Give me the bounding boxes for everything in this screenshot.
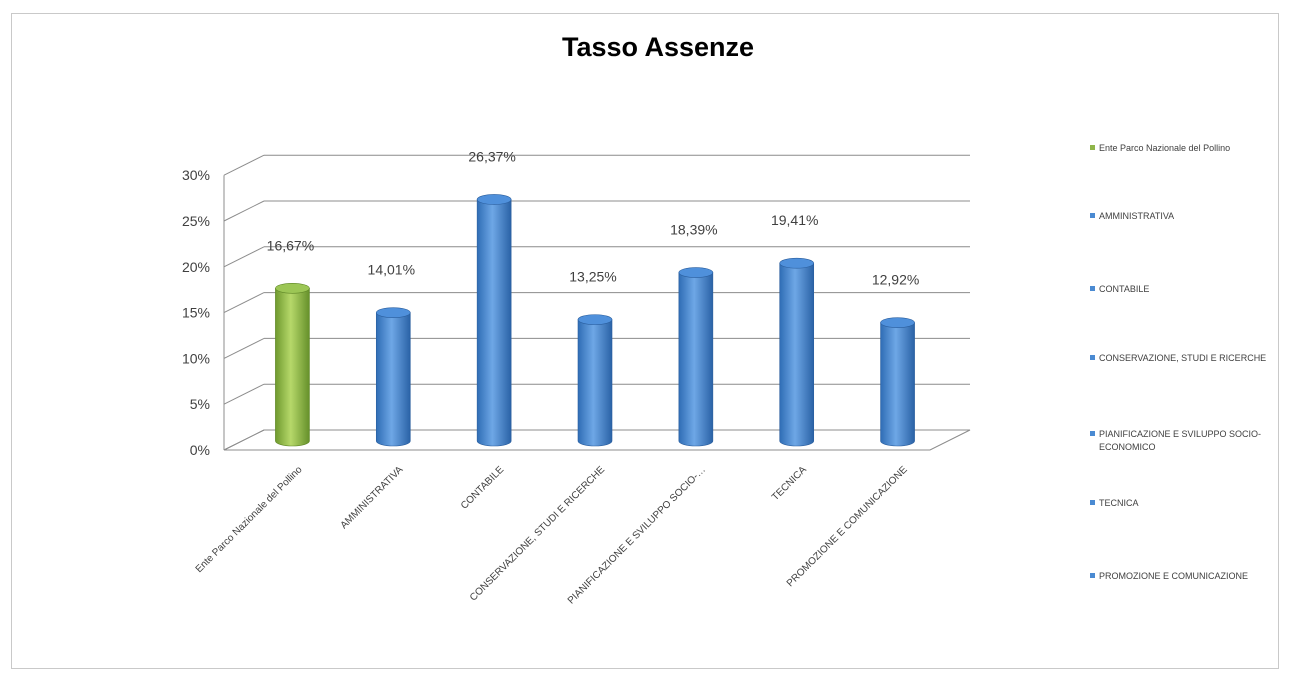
data-label: 14,01%: [368, 262, 415, 278]
legend-swatch: [1090, 431, 1095, 436]
gridline-depth: [223, 246, 265, 268]
gridline-depth: [223, 337, 265, 359]
bar: [275, 283, 310, 447]
legend-swatch: [1090, 286, 1095, 291]
y-tick-label: 30%: [182, 167, 210, 183]
data-label: 19,41%: [771, 212, 818, 228]
chart-frame: [11, 13, 1279, 669]
bar-top: [476, 194, 512, 205]
legend-label: CONSERVAZIONE, STUDI E RICERCHE: [1099, 353, 1267, 363]
bar-body: [678, 272, 714, 447]
y-tick-label: 20%: [182, 259, 210, 275]
legend-swatch: [1090, 573, 1095, 578]
bar-body: [779, 262, 815, 447]
bar-body: [880, 322, 915, 447]
bar: [375, 307, 411, 447]
gridline-depth: [223, 292, 265, 314]
y-tick-label: 25%: [182, 213, 210, 229]
bar-body: [375, 312, 411, 447]
bar: [880, 317, 915, 447]
legend-swatch: [1090, 500, 1095, 505]
data-label: 18,39%: [670, 222, 717, 238]
y-tick-label: 10%: [182, 350, 210, 366]
data-label: 26,37%: [468, 148, 515, 164]
data-label: 16,67%: [267, 237, 314, 253]
x-tick-label: PROMOZIONE E COMUNICAZIONE: [785, 464, 910, 589]
legend-label: Ente Parco Nazionale del Pollino: [1099, 143, 1231, 153]
data-label: 13,25%: [569, 269, 616, 285]
legend-swatch: [1090, 145, 1095, 150]
chart-title: Tasso Assenze: [561, 32, 755, 62]
x-tick-label: CONTABILE: [459, 464, 507, 512]
legend-label: PIANIFICAZIONE E SVILUPPO SOCIO-ECONOMIC…: [1099, 429, 1262, 452]
gridline-depth: [223, 200, 265, 222]
legend-swatch: [1090, 213, 1095, 218]
bar: [577, 314, 613, 447]
gridline-depth: [223, 383, 265, 405]
bar: [476, 194, 512, 447]
gridline-depth: [223, 154, 265, 176]
legend-label: PROMOZIONE E COMUNICAZIONE: [1099, 571, 1249, 581]
bar-body: [577, 319, 613, 447]
legend-swatch: [1090, 355, 1095, 360]
bar-top: [275, 283, 310, 294]
y-tick-label: 15%: [182, 305, 210, 321]
bar: [678, 267, 714, 447]
bar-top: [779, 257, 815, 269]
y-tick-label: 5%: [190, 396, 210, 412]
floor-plane: [223, 429, 971, 451]
legend-label: CONTABILE: [1099, 284, 1150, 294]
bar: [779, 257, 815, 447]
bar-top: [577, 314, 613, 325]
x-tick-label: AMMINISTRATIVA: [339, 464, 406, 531]
bar-top: [678, 267, 714, 278]
legend-label: TECNICA: [1099, 498, 1139, 508]
legend-label: AMMINISTRATIVA: [1099, 211, 1175, 221]
y-tick-label: 0%: [190, 442, 210, 458]
x-tick-label: TECNICA: [770, 464, 809, 503]
bar-body: [476, 199, 512, 447]
bar-top: [880, 317, 915, 328]
bar-body: [275, 288, 310, 447]
bar-top: [375, 307, 411, 318]
x-tick-label: Ente Parco Nazionale del Pollino: [194, 464, 305, 575]
data-label: 12,92%: [872, 272, 919, 288]
